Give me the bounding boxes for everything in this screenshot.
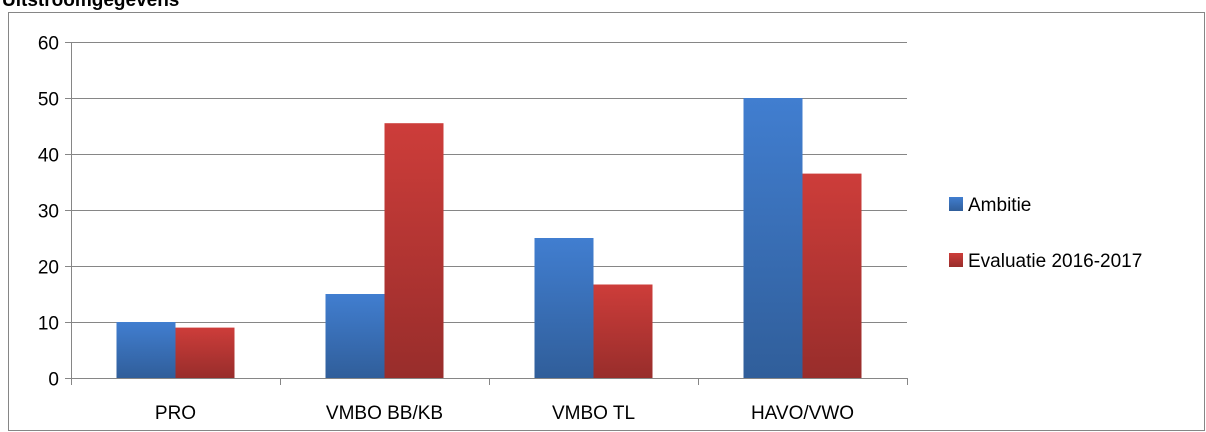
legend-label: Evaluatie 2016-2017: [968, 251, 1142, 272]
y-tick-label: 40: [38, 146, 59, 167]
x-tick-label: VMBO TL: [552, 403, 635, 424]
legend: Ambitie Evaluatie 2016-2017: [949, 195, 1142, 272]
axes: [71, 42, 908, 385]
bar-series2: [175, 327, 235, 378]
bar-series1: [743, 98, 803, 378]
bar-series1: [534, 238, 594, 378]
x-tick-label: VMBO BB/KB: [326, 403, 443, 424]
legend-swatch: [949, 253, 963, 267]
bar-chart: 0 10 20 30 40 50 60 PRO VMBO BB/KB VMBO TL HAVO/VW…: [8, 12, 1205, 431]
legend-label: Ambitie: [968, 195, 1031, 216]
bar-series1: [116, 322, 176, 378]
y-tick-label: 30: [38, 202, 59, 223]
y-tick-label: 20: [38, 258, 59, 279]
legend-swatch: [949, 197, 963, 211]
y-tick-label: 0: [48, 370, 59, 391]
chart-container: 0 10 20 30 40 50 60 PRO VMBO BB/KB VMBO TL HAVO/VW…: [8, 12, 1206, 432]
x-tick-label: PRO: [155, 403, 196, 424]
page-title: Uitstroomgegevens: [2, 0, 180, 11]
bar-series2: [802, 173, 862, 378]
y-tick-label: 10: [38, 314, 59, 335]
bar-series2: [593, 284, 653, 378]
y-tick-label: 60: [38, 34, 59, 55]
x-tick-label: HAVO/VWO: [751, 403, 854, 424]
y-tick-label: 50: [38, 90, 59, 111]
bar-series1: [325, 294, 385, 378]
bar-series2: [384, 123, 444, 378]
axis-labels: 0 10 20 30 40 50 60 PRO VMBO BB/KB VMBO TL HAVO/VW…: [38, 34, 854, 425]
bars: [116, 98, 862, 378]
